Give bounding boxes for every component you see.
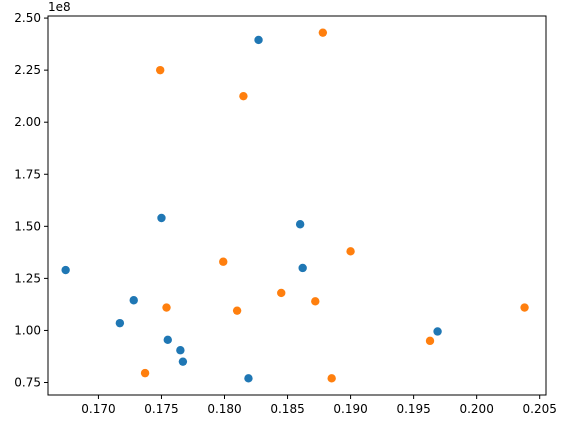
data-point [311,297,320,306]
series-1 [61,35,442,383]
y-tick-label: 1.75 [14,167,41,181]
x-tick-label: 0.200 [459,402,493,416]
y-tick-label: 2.25 [14,63,41,77]
data-point [327,374,336,383]
x-tick-label: 0.195 [396,402,430,416]
data-point [244,374,253,383]
y-tick-label: 1.00 [14,323,41,337]
y-tick-label: 2.50 [14,11,41,25]
data-point [520,303,529,312]
x-axis: 0.170 0.175 0.180 0.185 0.190 0.195 0.200 0.205 [81,395,557,416]
y-tick-label: 2.00 [14,115,41,129]
data-point [277,288,286,298]
x-tick-label: 0.175 [144,402,178,416]
y-offset-label: 1e8 [48,0,71,14]
data-point [239,91,248,101]
data-point [163,335,172,345]
data-point [219,257,228,266]
y-tick-label: 1.50 [14,219,41,233]
data-point [129,296,138,305]
data-point [61,265,70,275]
x-tick-label: 0.190 [333,402,367,416]
data-point [115,318,125,328]
data-point [156,65,165,75]
data-point [425,336,435,346]
data-point [433,327,442,336]
x-tick-label: 0.170 [81,402,115,416]
data-point [157,213,166,223]
data-point [178,357,188,366]
data-point [298,263,307,273]
y-tick-label: 1.25 [14,271,41,285]
data-point [295,220,305,229]
data-point [318,28,328,37]
x-tick-label: 0.180 [207,402,241,416]
x-tick-label: 0.185 [270,402,304,416]
data-point [232,306,242,315]
series-2 [140,28,529,383]
data-point [162,303,171,312]
points-layer [61,28,529,383]
data-point [346,247,355,256]
y-axis: 0.75 1.00 1.25 1.50 1.75 2.00 2.25 2.50 [14,11,48,390]
y-tick-label: 0.75 [14,376,41,390]
x-tick-label: 0.205 [523,402,557,416]
data-point [254,35,263,45]
axes-frame [47,15,547,396]
data-point [176,346,185,355]
data-point [140,368,150,378]
